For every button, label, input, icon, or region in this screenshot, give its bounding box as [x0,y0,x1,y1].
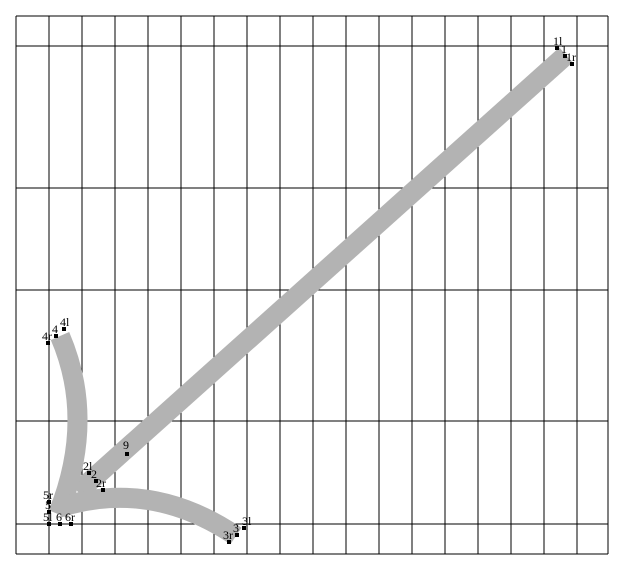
point-marker [46,341,50,345]
point-marker [570,62,574,66]
point-label: 3l [242,514,252,528]
grid [15,15,609,555]
point-marker [47,500,51,504]
point-label: 2 [91,467,97,481]
point-label: 3 [233,521,239,535]
point-marker [242,526,246,530]
point-label: 5 [45,498,51,512]
point-marker [58,522,62,526]
point-marker [563,54,567,58]
gray-band [71,47,573,500]
point-label: 1l [553,34,563,48]
point-marker [227,540,231,544]
point-marker [94,479,98,483]
point-label: 2l [83,459,93,473]
point-marker [101,488,105,492]
point-label: 4r [42,329,52,343]
point-label: 6r [65,510,75,524]
point-label: 2r [96,476,106,490]
point-label: 5l [43,510,53,524]
point-label: 4l [60,315,70,329]
point-label: 9 [123,438,129,452]
gray-bands [48,47,573,545]
point-marker [54,334,58,338]
point-marker [47,522,51,526]
point-marker [62,327,66,331]
point-label: 1 [561,42,567,56]
gray-band [48,332,88,518]
point-marker [125,452,129,456]
point-marker [555,46,559,50]
point-marker [47,510,51,514]
point-label: 1r [566,50,576,64]
point-label: 3r [223,528,233,542]
point-label: 5r [43,488,53,502]
point-marker [235,533,239,537]
point-label: 4 [52,322,58,336]
point-marker [69,522,73,526]
point-label: 6 [56,510,62,524]
point-marker [87,471,91,475]
gray-band [54,487,242,545]
